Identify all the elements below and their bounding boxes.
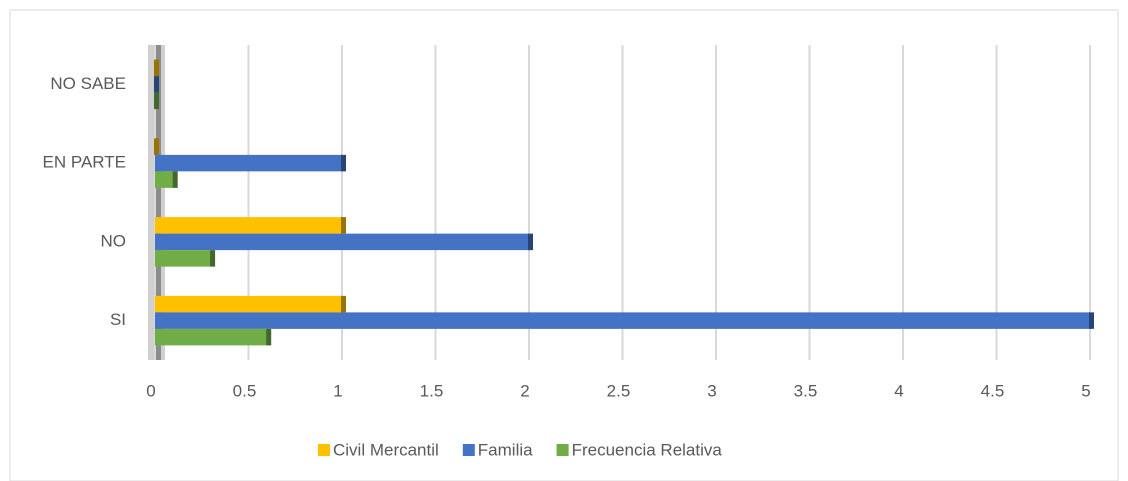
bar-cap (528, 233, 533, 251)
bar (155, 233, 529, 251)
bar (155, 217, 342, 234)
bar (155, 328, 268, 346)
y-tick-label: EN PARTE (43, 153, 126, 172)
x-tick-label: 4.5 (981, 381, 1005, 400)
bar (155, 171, 174, 188)
y-tick-label: SI (110, 310, 126, 329)
x-tick-label: 1 (333, 381, 342, 400)
bar-cap (154, 59, 159, 77)
bar-cap (1089, 312, 1094, 329)
legend-label: Civil Mercantil (333, 440, 439, 459)
legend-swatch (462, 444, 475, 456)
bar-cap (154, 76, 159, 93)
legend-label: Familia (478, 440, 533, 459)
bar-cap (341, 217, 346, 234)
x-tick-label: 5 (1081, 381, 1090, 400)
bar-cap (266, 328, 272, 346)
legend-swatch (556, 444, 569, 456)
bar-cap (154, 92, 159, 110)
legend-swatch (318, 444, 330, 456)
bar (155, 250, 212, 267)
bar (155, 154, 342, 172)
bar (155, 312, 1090, 329)
y-tick-label: NO SABE (50, 74, 126, 93)
x-tick-label: 4 (894, 381, 903, 400)
x-tick-label: 3.5 (794, 381, 818, 400)
bar-cap (154, 138, 159, 155)
axis-wall-edge (155, 45, 161, 360)
bar-cap (210, 250, 216, 267)
x-tick-label: 0 (146, 381, 155, 400)
x-tick-label: 0.5 (233, 381, 257, 400)
bar (155, 295, 342, 313)
x-tick-label: 1.5 (420, 381, 444, 400)
bar-cap (172, 171, 178, 188)
x-tick-label: 2 (520, 381, 529, 400)
bar-cap (341, 154, 346, 172)
x-tick-label: 3 (707, 381, 716, 400)
legend-label: Frecuencia Relativa (572, 440, 723, 459)
x-tick-label: 2.5 (607, 381, 631, 400)
bar-cap (341, 295, 346, 313)
y-tick-label: NO (101, 231, 127, 250)
